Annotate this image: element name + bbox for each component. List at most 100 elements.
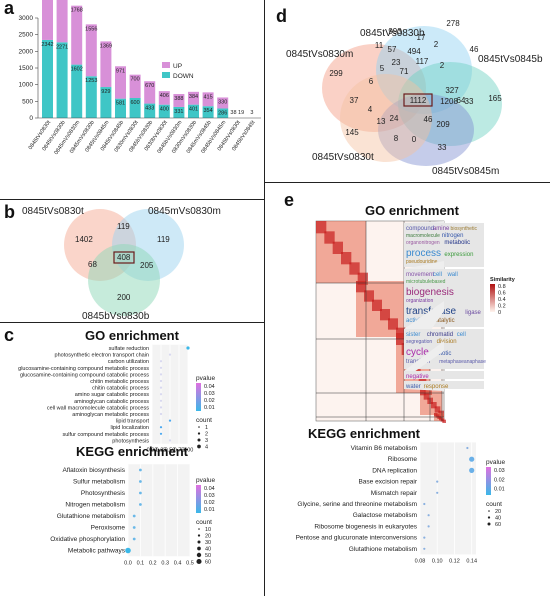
bar-down — [42, 39, 53, 118]
divider-d-e — [264, 182, 550, 183]
heatmap-diagonal-cell — [442, 419, 446, 423]
venn-d-value: 993 — [388, 27, 402, 36]
bar-up — [42, 0, 53, 40]
legend-pvalue-colorbar — [486, 467, 491, 495]
similarity-colorbar — [490, 284, 495, 312]
legend-count-dot — [197, 432, 201, 435]
venn-d-value: 209 — [436, 120, 450, 129]
legend-count-dot — [196, 552, 202, 558]
bar-up — [202, 92, 214, 107]
venn-d-value: 117 — [416, 57, 429, 66]
heatmap-diagonal-cell — [341, 252, 352, 265]
venn-d-value: 46 — [470, 45, 479, 54]
venn-d-value: 5 — [380, 64, 385, 73]
bar-label-up: 1768 — [71, 8, 83, 14]
venn-d-value: 46 — [424, 115, 433, 124]
venn-b-label-b: 0845bVs0830b — [82, 311, 150, 322]
bar-label-down: 600 — [131, 100, 140, 106]
bar-label-down: 354 — [204, 108, 213, 114]
venn-d-value: 145 — [345, 128, 359, 137]
legend-down-swatch — [162, 72, 170, 78]
bar-label-up: 388 — [174, 96, 183, 102]
legend-count-tick: 60 — [205, 560, 211, 566]
legend-pvalue-tick: 0.04 — [204, 384, 215, 390]
venn-d-value: 2 — [440, 61, 445, 70]
venn-d-value: 57 — [388, 45, 397, 54]
dotplot-category-label: Glutathione metabolism — [349, 546, 417, 553]
word-cloud-term: amine — [433, 226, 450, 232]
dotplot-category-label: sulfur compound metabolic process — [62, 432, 149, 438]
legend-count-dot — [487, 522, 491, 526]
a-y-tick-label: 0 — [29, 115, 33, 122]
bar-down — [129, 98, 141, 118]
word-cloud-term: process — [406, 248, 441, 259]
venn-diagram-d: 0845tVs0830m 0845tVs0830b 0845tVs0845b 0… — [286, 19, 543, 177]
kegg-dotplot-e: KEGG enrichment 0.08 0.10 0.12 0.14 Vitamin B… — [296, 426, 506, 564]
panel-label-c: c — [4, 325, 15, 345]
legend-count-dot — [197, 534, 201, 537]
dotplot-x-tick-label: 0.12 — [449, 558, 460, 564]
heatmap-diagonal-cell — [356, 281, 366, 293]
word-cloud-term: pseudouridine — [406, 259, 438, 265]
dotplot-category-label: glucosamine-containing compound cataboli… — [20, 372, 149, 378]
word-cloud-box — [404, 223, 484, 267]
venn-d-value: 24 — [390, 114, 399, 123]
dotplot-x-tick-label: 0.2 — [149, 560, 157, 566]
legend-pvalue-colorbar — [196, 383, 201, 411]
legend-pvalue-title: pvalue — [196, 477, 216, 484]
legend-pvalue-tick: 0.01 — [204, 405, 215, 411]
dotplot-point — [436, 480, 439, 483]
bar-down — [71, 64, 83, 118]
dotplot-category-label: amino sugar catabolic process — [75, 392, 150, 398]
dotplot-point — [159, 432, 163, 435]
venn-d-value: 327 — [445, 86, 459, 95]
venn-d-value: 299 — [329, 69, 343, 78]
dotplot-x-tick-label: 0.3 — [161, 560, 169, 566]
legend-count-dot — [487, 516, 491, 519]
bar-down — [56, 42, 68, 118]
bar-down — [115, 98, 126, 118]
dotplot-point — [132, 514, 136, 518]
heatmap-diagonal-cell — [357, 272, 368, 285]
heatmap-diagonal-cell — [372, 299, 382, 311]
bar-chart-degs: 050010001500200025003000244123420845tVs0… — [19, 0, 261, 156]
venn-d-value: 13 — [377, 117, 386, 126]
venn-b-label-m: 0845mVs0830m — [148, 206, 221, 217]
word-cloud-box — [404, 381, 484, 389]
dotplot-category-label: lipid transport — [116, 419, 149, 425]
dotplot-point — [159, 399, 163, 402]
venn-d-ellipse-0830m — [322, 44, 426, 132]
bar-down — [188, 104, 199, 118]
legend-pvalue-tick: 0.03 — [204, 493, 215, 499]
dotplot-point — [139, 491, 142, 495]
dotplot-category-label: Aflatoxin biosynthesis — [62, 467, 125, 474]
legend-down-label: DOWN — [173, 73, 194, 80]
dotplot-point — [168, 439, 172, 442]
dotplot-point — [168, 353, 172, 356]
panel-label-b: b — [4, 202, 15, 222]
legend-count-dot — [197, 438, 201, 442]
venn-d-value: 11 — [375, 41, 384, 50]
bar-label-down: 929 — [101, 89, 110, 95]
similarity-tick: 0.4 — [498, 297, 506, 303]
bar-label-up: 1369 — [100, 43, 112, 49]
dotplot-x-tick-label: 0.25 — [156, 448, 167, 454]
word-cloud-term: mitotic — [434, 351, 451, 357]
legend-count-tick: 1 — [205, 425, 208, 431]
venn-b-label-t: 0845tVs0830t — [22, 206, 84, 217]
venn-d-value: 494 — [407, 47, 421, 56]
venn-d-ellipse-0845m — [378, 94, 474, 166]
heatmap-diagonal-cell — [332, 241, 343, 254]
dotplot-category-label: Metabolic pathways — [68, 548, 126, 555]
legend-pvalue-tick: 0.04 — [204, 486, 215, 492]
bar-down — [202, 106, 214, 118]
dotplot-point — [159, 426, 163, 429]
legend-up-swatch — [162, 62, 170, 68]
bar-up — [144, 81, 156, 104]
word-cloud-term: cell — [457, 332, 466, 338]
legend-pvalue-tick: 0.02 — [204, 398, 215, 404]
venn-diagram-b: 0845tVs0830t 0845mVs0830m 0845bVs0830b 1… — [22, 206, 221, 322]
bar-down — [173, 106, 185, 118]
word-cloud-term: chromatid — [427, 332, 453, 338]
venn-d-value: 1112 — [410, 96, 427, 105]
